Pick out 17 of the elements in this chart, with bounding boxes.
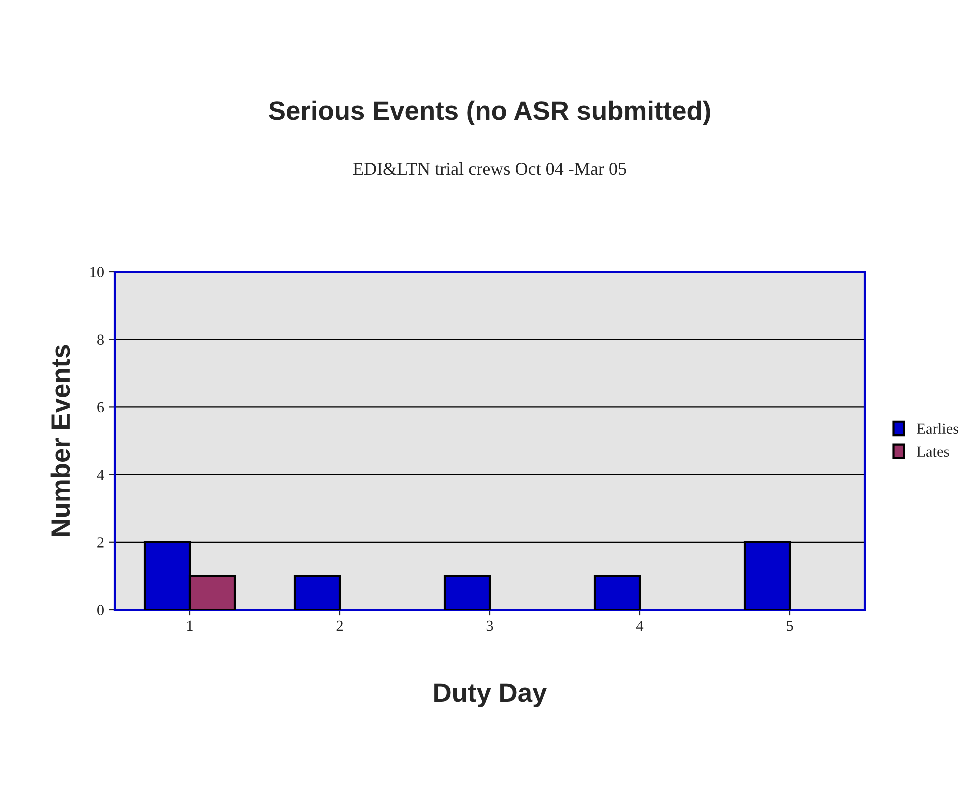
y-tick-label: 10 bbox=[90, 267, 104, 278]
y-axis-title: Number Events bbox=[50, 345, 70, 536]
legend-label: Lates bbox=[917, 446, 950, 458]
x-axis-title: Duty Day bbox=[434, 684, 548, 708]
chart-subtitle: EDI&LTN trial crews Oct 04 -Mar 05 bbox=[353, 162, 626, 176]
y-tick-label: 2 bbox=[98, 538, 104, 548]
y-tick-label: 4 bbox=[97, 470, 104, 480]
legend-label: Earlies bbox=[917, 423, 959, 434]
y-tick-label: 0 bbox=[98, 605, 104, 616]
x-tick-label: 5 bbox=[787, 621, 794, 632]
y-tick-label: 6 bbox=[98, 402, 104, 413]
y-tick-label: 8 bbox=[98, 334, 104, 346]
x-tick-label: 4 bbox=[636, 620, 644, 632]
x-tick-label: 3 bbox=[486, 620, 494, 632]
chart-title: Serious Events (no ASR submitted) bbox=[269, 100, 710, 126]
x-tick-label: 2 bbox=[336, 620, 343, 632]
x-tick-label: 1 bbox=[188, 620, 193, 632]
